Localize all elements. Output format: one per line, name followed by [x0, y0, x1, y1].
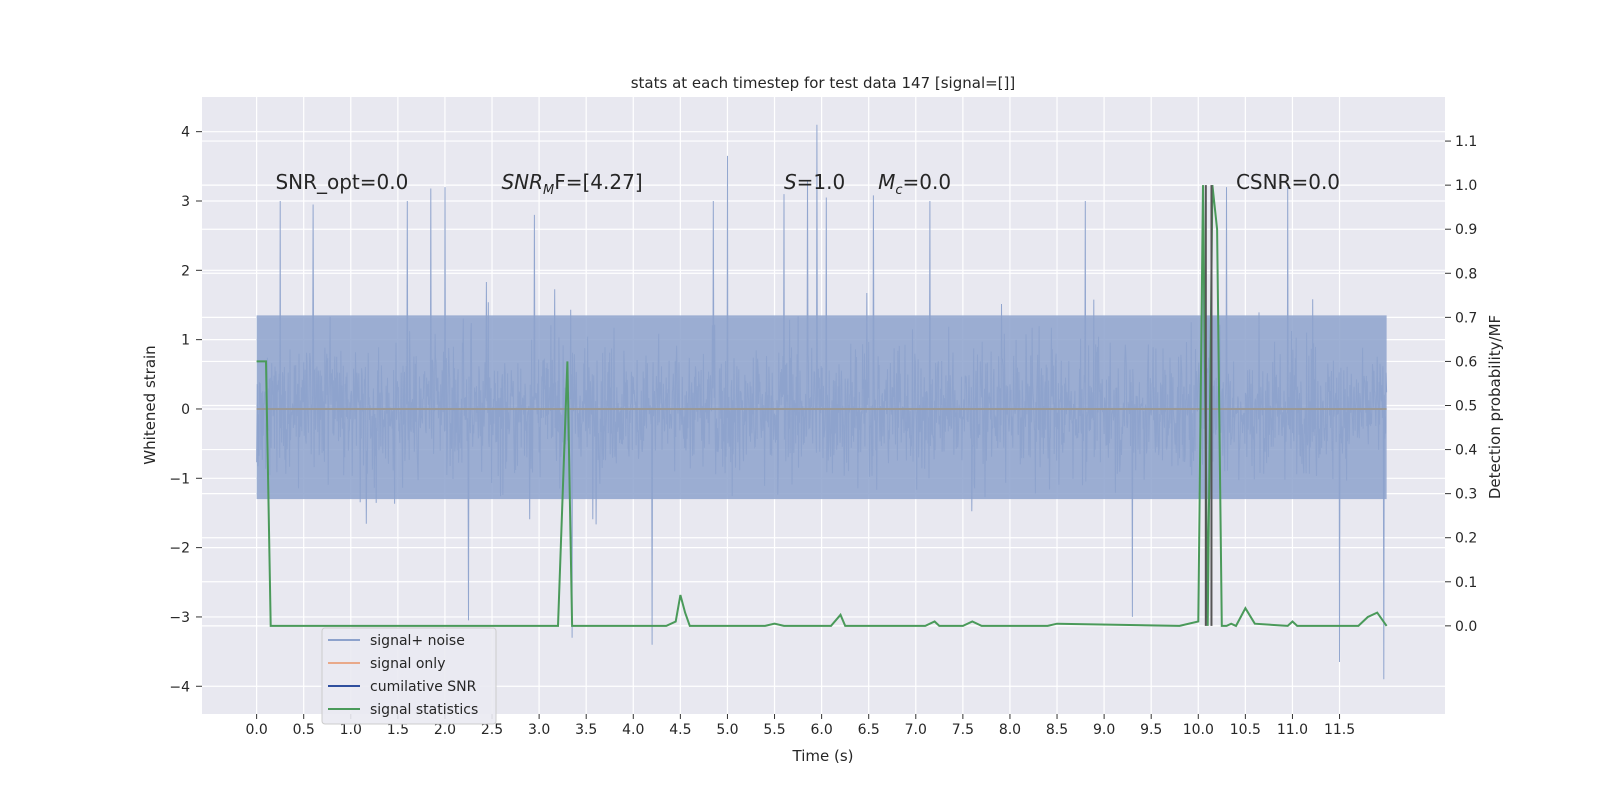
x-tick-label: 3.5 — [575, 722, 597, 738]
y-left-tick-label: −4 — [169, 679, 190, 695]
x-tick-label: 4.0 — [622, 722, 644, 738]
legend-box — [321, 627, 497, 725]
x-tick-label: 5.5 — [763, 722, 785, 738]
legend-label: cumilative SNR — [370, 679, 477, 695]
y-right-axis-label: Detection probability/MF — [1486, 315, 1504, 499]
y-left-axis-label: Whitened strain — [141, 345, 159, 464]
x-tick-label: 2.0 — [434, 722, 456, 738]
y-left-tick-label: 0 — [181, 402, 190, 418]
legend-label: signal+ noise — [370, 633, 465, 649]
y-left-axis-ticks: −4 −3 −2 −1 0 1 2 3 4 — [169, 125, 202, 695]
x-tick-label: 0.0 — [245, 722, 267, 738]
x-tick-label: 7.0 — [905, 722, 927, 738]
signal-statistics-line — [256, 184, 1388, 628]
y-left-tick-label: −3 — [169, 610, 190, 626]
annotations: SNR_opt=0.0 SNRMF=[4.27] S=1.0 Mc=0.0 CSNR=0… — [275, 170, 1340, 198]
x-tick-label: 10.0 — [1183, 722, 1214, 738]
y-right-tick-label: 0.5 — [1455, 399, 1477, 415]
x-tick-label: 1.0 — [340, 722, 362, 738]
y-right-tick-label: 0.3 — [1455, 487, 1477, 503]
x-tick-label: 7.5 — [952, 722, 974, 738]
vertical-markers — [1204, 185, 1213, 626]
x-tick-label: 6.0 — [810, 722, 832, 738]
y-right-tick-label: 0.2 — [1455, 531, 1477, 547]
x-tick-label: 0.5 — [293, 722, 315, 738]
y-right-tick-label: 0.6 — [1455, 354, 1477, 370]
x-tick-label: 8.0 — [999, 722, 1021, 738]
x-tick-label: 6.5 — [858, 722, 880, 738]
y-right-tick-label: 0.7 — [1455, 310, 1477, 326]
y-right-axis-ticks: 0.0 0.1 0.2 0.3 0.4 0.5 0.6 0.7 0.8 0.9 1.0 1.1 — [1445, 134, 1477, 635]
y-left-tick-label: 2 — [181, 263, 190, 279]
x-tick-label: 4.5 — [669, 722, 691, 738]
x-tick-label: 9.0 — [1093, 722, 1115, 738]
x-tick-label: 11.5 — [1324, 722, 1355, 738]
x-tick-label: 8.5 — [1046, 722, 1068, 738]
y-left-tick-label: −1 — [169, 471, 190, 487]
y-left-tick-label: 1 — [181, 333, 190, 349]
x-tick-label: 2.5 — [481, 722, 503, 738]
y-right-tick-label: 1.1 — [1455, 134, 1477, 150]
chart-title: stats at each timestep for test data 147… — [631, 74, 1016, 92]
annotation-text: S=1.0 — [784, 170, 845, 194]
annotation-text: SNRMF=[4.27] — [501, 170, 642, 198]
signal-noise-series — [256, 124, 1388, 680]
x-tick-label: 9.5 — [1140, 722, 1162, 738]
y-right-tick-label: 0.4 — [1455, 443, 1477, 459]
signal-statistics-series — [256, 184, 1388, 628]
x-tick-label: 5.0 — [716, 722, 738, 738]
y-right-tick-label: 1.0 — [1455, 178, 1477, 194]
y-right-tick-label: 0.0 — [1455, 619, 1477, 635]
x-tick-label: 10.5 — [1230, 722, 1261, 738]
legend: signal+ noise signal only cumilative SNR si… — [321, 627, 497, 725]
y-right-tick-label: 0.1 — [1455, 575, 1477, 591]
x-tick-label: 1.5 — [387, 722, 409, 738]
y-left-tick-label: 3 — [181, 194, 190, 210]
x-axis-ticks: 0.0 0.5 1.0 1.5 2.0 2.5 3.0 3.5 4.0 4.5 5.0 5.5 6.0 6… — [245, 714, 1355, 738]
legend-label: signal only — [370, 656, 445, 672]
y-left-tick-label: −2 — [169, 541, 190, 557]
annotation-text: CSNR=0.0 — [1236, 170, 1340, 194]
x-axis-label: Time (s) — [792, 747, 854, 765]
signal-noise-line — [256, 124, 1388, 680]
y-left-tick-label: 4 — [181, 125, 190, 141]
annotation-text: SNR_opt=0.0 — [275, 170, 408, 194]
annotation-text: Mc=0.0 — [878, 170, 951, 198]
x-tick-label: 11.0 — [1277, 722, 1308, 738]
y-right-tick-label: 0.8 — [1455, 266, 1477, 282]
legend-label: signal statistics — [370, 702, 478, 718]
y-right-tick-label: 0.9 — [1455, 222, 1477, 238]
x-tick-label: 3.0 — [528, 722, 550, 738]
